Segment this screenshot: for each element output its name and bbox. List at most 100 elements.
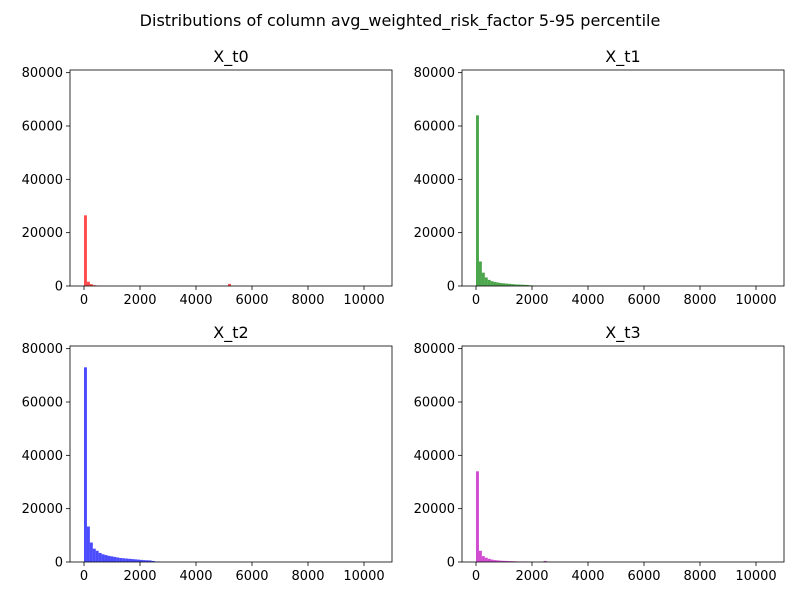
x-tick-label: 4000 xyxy=(571,293,604,308)
histogram-bar xyxy=(122,558,126,562)
subplot-3: 0 2000 4000 6000 8000 10000 0 20000 40000 60000 80… xyxy=(22,323,393,584)
y-tick-label: 40000 xyxy=(22,449,63,464)
x-tick-label: 4000 xyxy=(179,569,212,584)
y-tick-label: 40000 xyxy=(414,449,455,464)
y-tick-label: 60000 xyxy=(414,396,455,411)
histogram-bar xyxy=(499,283,503,286)
histogram-bar xyxy=(493,560,497,562)
y-tick-label: 60000 xyxy=(22,396,63,411)
x-tick-label: 2000 xyxy=(515,293,548,308)
x-tick-label: 8000 xyxy=(291,293,324,308)
x-tick-label: 0 xyxy=(472,293,480,308)
subplot-title: X_t1 xyxy=(605,47,640,67)
histogram-bar xyxy=(107,555,111,562)
histogram-bar xyxy=(511,561,515,562)
histogram-bar xyxy=(478,261,482,286)
y-tick-label: 80000 xyxy=(22,342,63,357)
axes-frame xyxy=(69,345,393,563)
histogram-bar xyxy=(86,526,90,562)
histogram-bar xyxy=(89,284,93,286)
subplot-title: X_t3 xyxy=(605,323,640,343)
histogram-bar xyxy=(493,282,497,286)
histogram-bar xyxy=(487,279,491,286)
x-tick-label: 8000 xyxy=(683,569,716,584)
x-tick-label: 10000 xyxy=(343,293,384,308)
histogram-bar xyxy=(476,471,479,562)
histogram-bar xyxy=(125,558,129,562)
subplot-title: X_t2 xyxy=(213,323,248,343)
y-tick-label: 0 xyxy=(447,280,455,295)
histogram-bar xyxy=(481,272,485,286)
x-tick-label: 8000 xyxy=(291,569,324,584)
x-tick-label: 2000 xyxy=(123,569,156,584)
histogram-bar xyxy=(502,283,506,286)
axes-frame xyxy=(461,345,785,563)
histogram-bar xyxy=(128,558,132,562)
histogram-bar xyxy=(84,215,87,286)
histogram-bar xyxy=(110,556,114,562)
histogram-bar xyxy=(101,554,105,562)
histogram-bar xyxy=(133,559,137,562)
x-tick-label: 6000 xyxy=(627,569,660,584)
y-tick-label: 20000 xyxy=(22,502,63,517)
histogram-bar xyxy=(116,557,120,562)
subplot-2: 0 2000 4000 6000 8000 10000 0 20000 40000 60000 80… xyxy=(414,47,785,308)
histogram-bar xyxy=(543,560,547,562)
histogram-bar xyxy=(92,548,96,562)
x-tick-label: 2000 xyxy=(123,293,156,308)
histogram-bar xyxy=(508,561,512,562)
histogram-bar xyxy=(505,560,509,562)
histogram-bar xyxy=(508,283,512,286)
histogram-bar xyxy=(228,283,231,286)
histogram-bar xyxy=(89,542,93,562)
y-tick-label: 80000 xyxy=(414,66,455,81)
y-tick-label: 60000 xyxy=(414,120,455,135)
x-tick-label: 10000 xyxy=(735,569,776,584)
x-tick-label: 10000 xyxy=(735,293,776,308)
histogram-bar xyxy=(131,559,134,562)
histogram-bar xyxy=(523,284,526,286)
y-tick-label: 60000 xyxy=(22,120,63,135)
y-tick-label: 0 xyxy=(55,280,63,295)
histogram-bar xyxy=(145,560,149,562)
histogram-bar xyxy=(484,277,488,286)
x-tick-label: 4000 xyxy=(571,569,604,584)
histogram-bar xyxy=(496,560,500,562)
histogram-bar xyxy=(98,552,102,562)
y-tick-label: 40000 xyxy=(414,173,455,188)
figure-suptitle: Distributions of column avg_weighted_ris… xyxy=(140,11,661,31)
x-tick-label: 0 xyxy=(80,293,88,308)
y-tick-label: 20000 xyxy=(22,226,63,241)
histogram-bar xyxy=(525,284,529,286)
histogram-bar xyxy=(490,281,494,286)
histogram-bar xyxy=(476,115,479,286)
histogram-bar xyxy=(142,560,146,562)
x-tick-label: 10000 xyxy=(343,569,384,584)
histogram-bar xyxy=(505,283,509,286)
histogram-bar xyxy=(481,556,485,562)
y-tick-label: 20000 xyxy=(414,226,455,241)
histogram-bar xyxy=(511,284,515,286)
y-tick-label: 0 xyxy=(447,556,455,571)
histogram-bar xyxy=(104,555,108,562)
axes-frame xyxy=(69,69,393,287)
x-tick-label: 6000 xyxy=(627,293,660,308)
histogram-bar xyxy=(148,560,152,562)
histogram-bar xyxy=(136,559,140,562)
histogram-bar xyxy=(499,560,503,562)
histogram-bar xyxy=(484,557,488,562)
histogram-bar xyxy=(95,550,99,562)
histogram-bar xyxy=(514,284,518,286)
histogram-bar xyxy=(119,558,123,562)
y-tick-label: 80000 xyxy=(414,342,455,357)
histogram-bar xyxy=(151,560,155,562)
x-tick-label: 0 xyxy=(472,569,480,584)
subplot-4: 0 2000 4000 6000 8000 10000 0 20000 40000 60000 80… xyxy=(414,323,785,584)
subplot-1: 0 2000 4000 6000 8000 10000 0 20000 40000 60000 80… xyxy=(22,47,393,308)
histogram-bar xyxy=(139,559,143,562)
histogram-bar xyxy=(502,560,506,562)
histogram-bar xyxy=(490,559,494,562)
histogram-bar xyxy=(478,550,482,562)
histogram-bar xyxy=(517,284,521,286)
x-tick-label: 6000 xyxy=(235,293,268,308)
